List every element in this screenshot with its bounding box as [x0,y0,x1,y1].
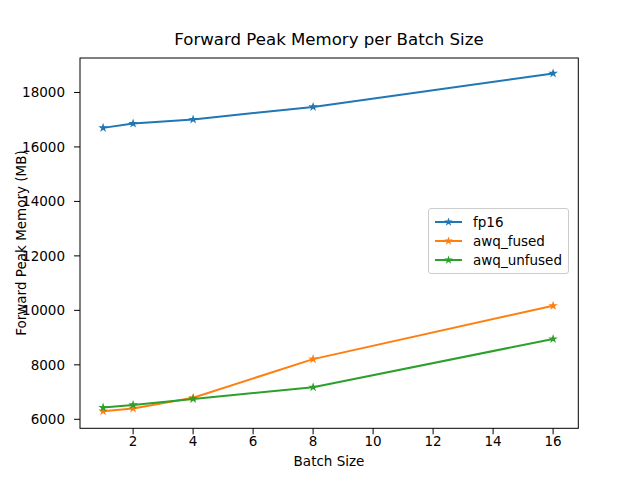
y-tick-label: 16000 [5,139,65,155]
marker-awq_fused [548,301,558,310]
x-tick-label: 12 [425,433,442,449]
legend-sample-line [434,215,470,229]
legend-item-awq_fused: awq_fused [434,231,568,250]
y-tick-label: 10000 [5,302,65,318]
y-tick-label: 14000 [5,193,65,209]
series-line-awq_unfused [103,339,553,408]
y-tick-label: 18000 [5,84,65,100]
series-line-fp16 [103,73,553,127]
legend-item-fp16: fp16 [434,212,568,231]
legend-item-label: awq_fused [473,233,545,249]
figure: Forward Peak Memory per Batch Size Forwa… [0,0,640,480]
y-tick-label: 8000 [5,357,65,373]
marker-awq_unfused [548,334,558,343]
x-tick-label: 4 [189,433,198,449]
legend-item-label: fp16 [473,214,504,230]
y-tick-label: 12000 [5,248,65,264]
legend-item-awq_unfused: awq_unfused [434,251,568,270]
x-tick-label: 10 [365,433,382,449]
y-tick-label: 6000 [5,411,65,427]
legend-item-label: awq_unfused [473,252,562,268]
x-tick-label: 8 [309,433,318,449]
legend-sample-line [434,253,470,267]
x-tick-label: 14 [485,433,502,449]
x-tick-label: 2 [129,433,138,449]
x-tick-label: 16 [545,433,562,449]
legend-sample-line [434,234,470,248]
x-tick-label: 6 [249,433,258,449]
series-line-awq_fused [103,306,553,411]
legend: fp16 awq_fused awq_unfused [428,208,569,274]
